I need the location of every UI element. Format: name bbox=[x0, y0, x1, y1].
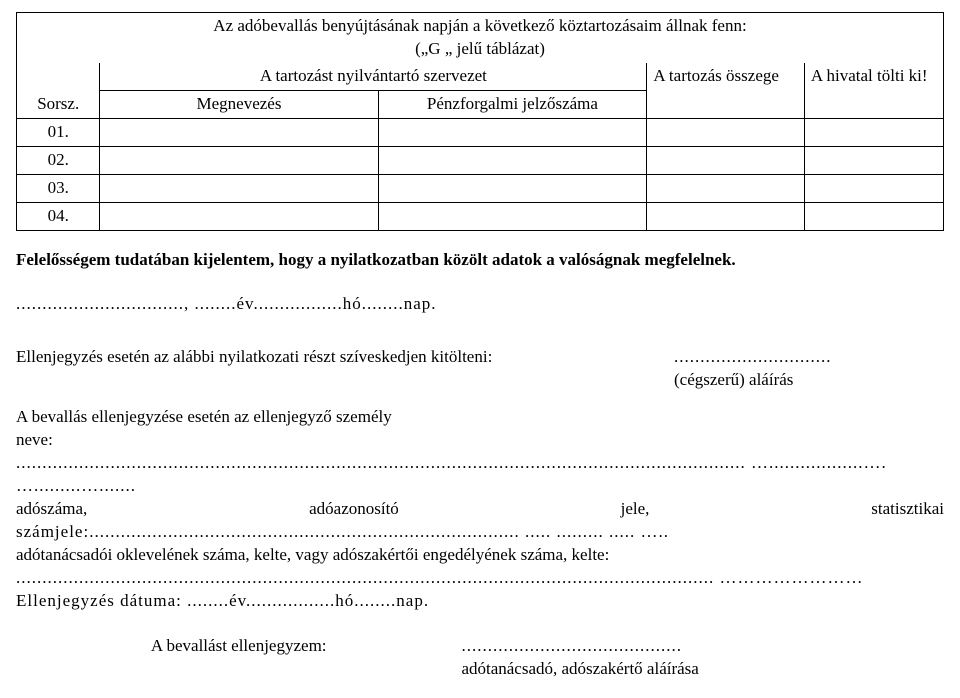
row-num: 01. bbox=[17, 118, 100, 146]
countersign-date[interactable]: Ellenjegyzés dátuma: ........év.........… bbox=[16, 590, 944, 613]
row-num: 03. bbox=[17, 174, 100, 202]
final-signature-label: adótanácsadó, adószakértő aláírása bbox=[461, 658, 944, 681]
cell[interactable] bbox=[804, 174, 943, 202]
cell[interactable] bbox=[378, 174, 647, 202]
cell[interactable] bbox=[378, 202, 647, 230]
cell[interactable] bbox=[647, 202, 805, 230]
cell[interactable] bbox=[804, 118, 943, 146]
table-row: 02. bbox=[17, 146, 944, 174]
id-word-4: statisztikai bbox=[871, 498, 944, 521]
debts-table: Az adóbevallás benyújtásának napján a kö… bbox=[16, 12, 944, 231]
cell[interactable] bbox=[804, 202, 943, 230]
countersign-note: Ellenjegyzés esetén az alábbi nyilatkoza… bbox=[16, 346, 492, 392]
signature-dots[interactable]: .............................. bbox=[674, 346, 944, 369]
table-row: 01. bbox=[17, 118, 944, 146]
cell[interactable] bbox=[100, 174, 378, 202]
table-row: 04. bbox=[17, 202, 944, 230]
col-org: A tartozást nyilvántartó szervezet bbox=[260, 66, 487, 85]
name-dots[interactable]: ........................................… bbox=[16, 452, 944, 498]
cell[interactable] bbox=[378, 146, 647, 174]
row-num: 02. bbox=[17, 146, 100, 174]
row-num: 04. bbox=[17, 202, 100, 230]
id-word-2: adóazonosító bbox=[309, 498, 399, 521]
cell[interactable] bbox=[378, 118, 647, 146]
col-sorsz: Sorsz. bbox=[37, 94, 79, 113]
ids-line: adószáma, adóazonosító jele, statisztika… bbox=[16, 498, 944, 521]
person-label: A bevallás ellenjegyzése esetén az ellen… bbox=[16, 406, 944, 429]
cell[interactable] bbox=[804, 146, 943, 174]
table-row: 03. bbox=[17, 174, 944, 202]
col-megnevezes: Megnevezés bbox=[100, 90, 378, 118]
countersign-label: A bevallást ellenjegyzem: bbox=[151, 636, 327, 655]
name-label: neve: bbox=[16, 429, 944, 452]
advisor-dots[interactable]: ........................................… bbox=[16, 567, 944, 590]
cell[interactable] bbox=[100, 202, 378, 230]
col-amount: A tartozás összege bbox=[653, 66, 779, 85]
declaration-text: Felelősségem tudatában kijelentem, hogy … bbox=[16, 249, 944, 272]
table-title-1: Az adóbevallás benyújtásának napján a kö… bbox=[23, 15, 937, 38]
col-penzforgalmi: Pénzforgalmi jelzőszáma bbox=[378, 90, 647, 118]
id-word-1: adószáma, bbox=[16, 498, 87, 521]
table-title-2: („G „ jelű táblázat) bbox=[23, 38, 937, 61]
ids-line-2[interactable]: számjele:...............................… bbox=[16, 521, 944, 544]
cell[interactable] bbox=[100, 118, 378, 146]
signature-label: (cégszerű) aláírás bbox=[674, 369, 944, 392]
date-line[interactable]: ................................, ......… bbox=[16, 293, 944, 316]
cell[interactable] bbox=[647, 118, 805, 146]
final-signature-dots[interactable]: ........................................… bbox=[461, 635, 944, 658]
cell[interactable] bbox=[647, 174, 805, 202]
advisor-line: adótanácsadói oklevelének száma, kelte, … bbox=[16, 544, 944, 567]
col-office: A hivatal tölti ki! bbox=[811, 66, 928, 85]
id-word-3: jele, bbox=[621, 498, 650, 521]
cell[interactable] bbox=[647, 146, 805, 174]
cell[interactable] bbox=[100, 146, 378, 174]
